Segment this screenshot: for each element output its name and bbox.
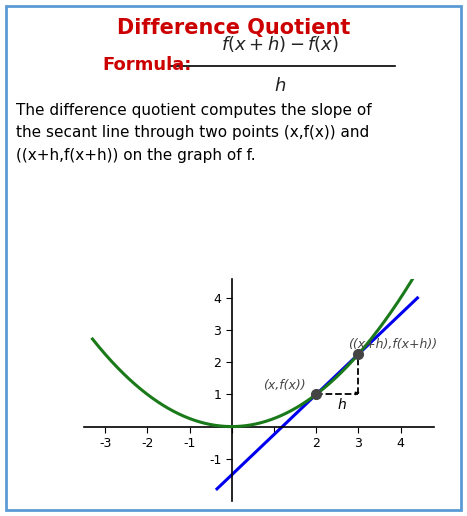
Text: h: h: [337, 398, 346, 412]
Text: Formula:: Formula:: [103, 56, 192, 73]
Text: The difference quotient computes the slope of
the secant line through two points: The difference quotient computes the slo…: [16, 103, 372, 163]
Text: Difference Quotient: Difference Quotient: [117, 18, 350, 38]
Text: $f(x+h)-f(x)$: $f(x+h)-f(x)$: [221, 34, 339, 54]
Text: (x,f(x)): (x,f(x)): [263, 379, 306, 392]
Text: $h$: $h$: [274, 77, 286, 95]
Text: ((x+h),f(x+h)): ((x+h),f(x+h)): [348, 338, 438, 351]
